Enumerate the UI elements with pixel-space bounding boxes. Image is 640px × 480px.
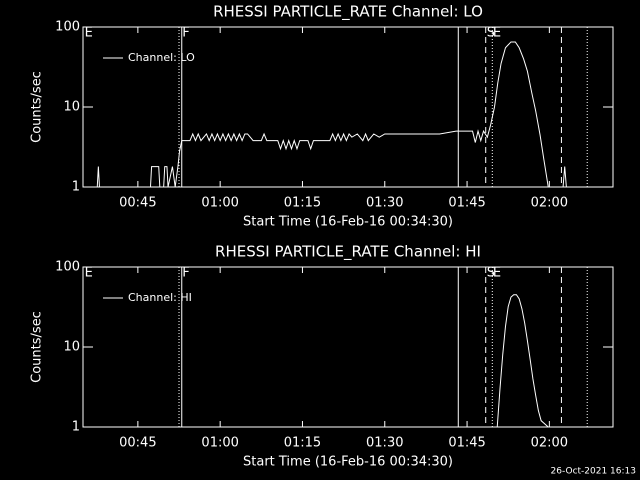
data-line xyxy=(496,294,549,427)
flag-label: E xyxy=(493,266,501,281)
flag-label: F xyxy=(182,266,189,281)
x-tick-label: 02:00 xyxy=(531,436,568,451)
x-tick-label: 02:00 xyxy=(531,196,568,211)
flag-label: S xyxy=(487,26,495,41)
x-tick-label: 01:45 xyxy=(448,436,485,451)
y-tick-label: 1 xyxy=(72,420,80,435)
flag-label: E xyxy=(85,266,93,281)
flag-label: S xyxy=(487,266,495,281)
y-tick-label: 10 xyxy=(63,100,80,115)
y-tick-label: 100 xyxy=(55,20,80,35)
flag-label: E xyxy=(493,26,501,41)
x-tick-label: 01:45 xyxy=(448,196,485,211)
y-tick-label: 100 xyxy=(55,260,80,275)
x-tick-label: 00:45 xyxy=(119,436,156,451)
legend-label: Channel: HI xyxy=(128,291,192,304)
x-tick-label: 01:30 xyxy=(366,436,403,451)
y-tick-label: 1 xyxy=(72,180,80,195)
y-axis-label: Counts/sec xyxy=(30,71,45,143)
footer: 26-Oct-2021 16:13 xyxy=(551,467,636,477)
x-tick-label: 01:00 xyxy=(201,196,238,211)
y-axis-label: Counts/sec xyxy=(30,311,45,383)
x-tick-label: 01:00 xyxy=(201,436,238,451)
flag-label: E xyxy=(85,26,93,41)
x-tick-label: 00:45 xyxy=(119,196,156,211)
chart-title: RHESSI PARTICLE_RATE Channel: LO xyxy=(213,3,483,22)
x-axis-label: Start Time (16-Feb-16 00:34:30) xyxy=(243,455,453,470)
x-tick-label: 01:30 xyxy=(366,196,403,211)
x-axis-label: Start Time (16-Feb-16 00:34:30) xyxy=(243,215,453,230)
x-tick-label: 01:15 xyxy=(284,436,321,451)
x-tick-label: 01:15 xyxy=(284,196,321,211)
flag-label: F xyxy=(182,26,189,41)
chart-title: RHESSI PARTICLE_RATE Channel: HI xyxy=(215,243,481,262)
legend-label: Channel: LO xyxy=(128,51,195,64)
y-tick-label: 10 xyxy=(63,340,80,355)
data-line xyxy=(85,41,610,187)
